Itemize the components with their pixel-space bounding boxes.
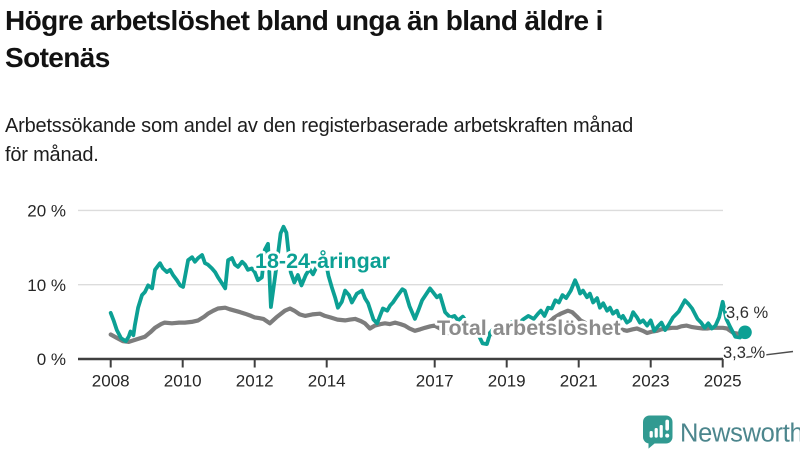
x-axis-tick-label: 2010 <box>164 372 202 391</box>
newsworthy-logo-icon <box>643 415 673 449</box>
logo-exclamation-icon <box>665 419 669 431</box>
series-lines-group <box>108 224 748 347</box>
series-youth-end-dot <box>738 325 752 340</box>
x-axis-tick-label: 2012 <box>236 372 274 391</box>
x-axis-tick-label: 2019 <box>488 372 526 391</box>
series-youth-line <box>108 224 747 347</box>
x-axis-tick-label: 2025 <box>704 372 742 391</box>
chart-subtitle: Arbetssökande som andel av den registerb… <box>5 112 793 170</box>
end-value-label-total: 3,3 % <box>723 344 766 362</box>
title-line-1: Högre arbetslöshet bland unga än bland ä… <box>5 5 603 36</box>
x-axis-group: 2008 2010 2012 2014 2017 2019 2021 2023 2025 <box>92 359 742 391</box>
logo-bar-2 <box>654 428 658 438</box>
x-axis-tick-label: 2017 <box>416 372 454 391</box>
end-label-leader-line <box>743 350 794 359</box>
series-total-line <box>108 305 748 344</box>
y-axis-labels-group: 0 % 10 % 20 % <box>27 202 66 370</box>
end-value-label-youth: 3,6 % <box>726 304 769 322</box>
x-axis-tick-label: 2021 <box>560 372 598 391</box>
series-label-total: Total arbetslöshet <box>437 316 621 340</box>
subtitle-line-1: Arbetssökande som andel av den registerb… <box>5 115 634 137</box>
series-end-dot-group <box>738 325 752 340</box>
title-line-2: Sotenäs <box>5 42 110 73</box>
page-title: Högre arbetslöshet bland unga än bland ä… <box>5 2 795 76</box>
x-axis-tick-label: 2014 <box>308 372 346 391</box>
y-axis-tick-label: 10 % <box>27 276 66 295</box>
y-axis-tick-label: 0 % <box>37 350 66 369</box>
logo-bar-1 <box>649 431 653 438</box>
newsworthy-logo[interactable]: Newsworthy <box>643 415 800 449</box>
x-axis-tick-label: 2008 <box>92 372 130 391</box>
newsworthy-wordmark: Newsworthy <box>680 420 800 448</box>
logo-bar-3 <box>659 425 663 438</box>
x-axis-tick-label: 2023 <box>632 372 670 391</box>
gridlines-group <box>78 209 723 361</box>
y-axis-tick-label: 20 % <box>27 202 66 221</box>
subtitle-line-2: för månad. <box>5 144 99 166</box>
series-label-youth: 18-24-åringar <box>255 249 391 273</box>
